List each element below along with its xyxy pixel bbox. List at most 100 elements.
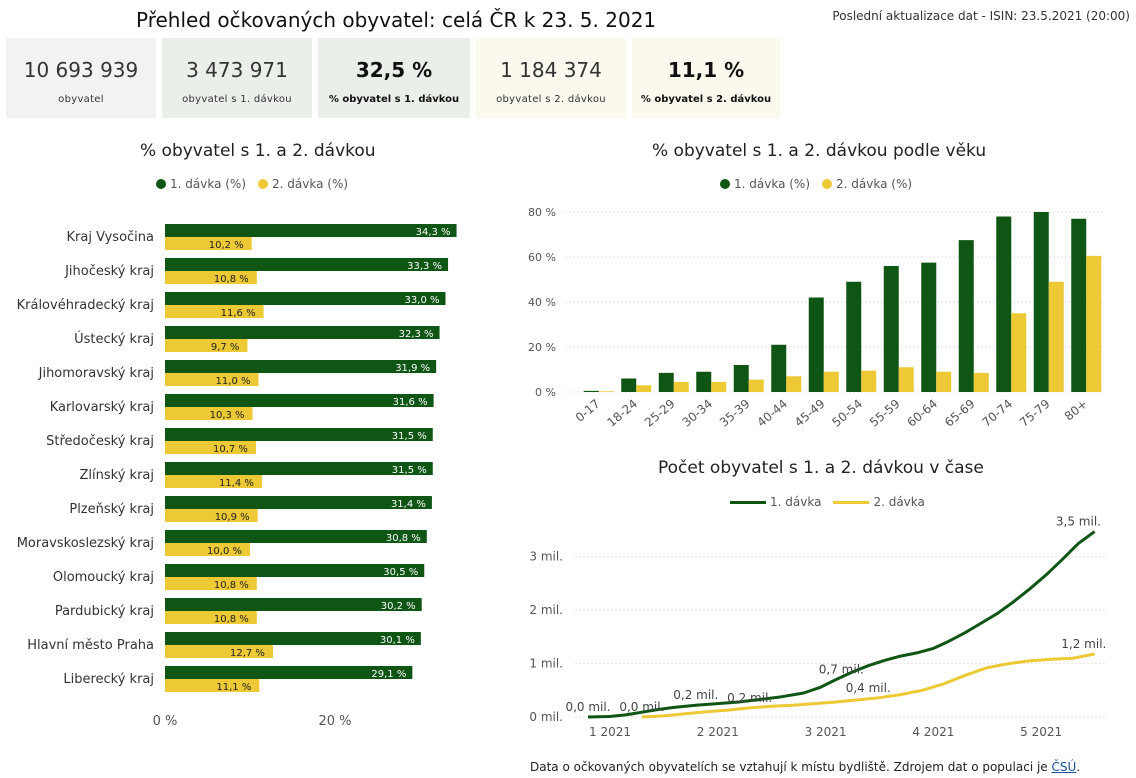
- bar-dose2: [165, 373, 259, 386]
- bar-dose1: [996, 216, 1012, 392]
- data-label-dose2: 10,2 %: [209, 240, 244, 251]
- region-label: Jihočeský kraj: [64, 264, 154, 279]
- data-label-dose1: 31,5 %: [392, 465, 427, 476]
- bar-dose1: [165, 224, 457, 237]
- region-chart-title: % obyvatel s 1. a 2. dávkou: [140, 141, 376, 161]
- kpi-label: obyvatel: [58, 94, 104, 105]
- bar-dose1: [883, 266, 899, 392]
- kpi-label: obyvatel s 2. dávkou: [496, 94, 606, 105]
- y-tick-label: 0 %: [535, 386, 556, 399]
- x-tick-label: 20 %: [318, 714, 351, 729]
- data-label: 0,7 mil.: [819, 663, 864, 677]
- bar-dose1: [165, 292, 446, 305]
- bar-dose2: [165, 271, 257, 284]
- bar-dose1: [846, 281, 862, 392]
- data-label-dose2: 10,8 %: [214, 614, 249, 625]
- data-label-dose1: 31,6 %: [393, 397, 428, 408]
- bar-dose1: [771, 344, 787, 392]
- data-label-dose1: 32,3 %: [399, 329, 434, 340]
- data-label-dose2: 10,3 %: [210, 410, 245, 421]
- legend-label-dose2: 2. dávka (%): [272, 177, 349, 191]
- bar-dose1: [165, 632, 421, 645]
- data-label-dose2: 11,6 %: [221, 308, 256, 319]
- bar-dose2: [165, 645, 273, 658]
- kpi-value: 1 184 374: [500, 58, 602, 82]
- region-label: Plzeňský kraj: [69, 502, 154, 517]
- data-label-dose2: 10,0 %: [207, 546, 242, 557]
- bar-dose2: [748, 379, 764, 392]
- legend-item-dose1[interactable]: 1. dávka (%): [156, 177, 246, 191]
- last-update-text: Poslední aktualizace dat - ISIN: 23.5.20…: [832, 9, 1130, 23]
- data-label: 3,5 mil.: [1056, 515, 1101, 529]
- bar-dose1: [733, 365, 749, 392]
- y-tick-label: 2 mil.: [529, 603, 563, 617]
- bar-dose2: [165, 543, 250, 556]
- bar-dose2: [711, 381, 727, 392]
- data-label-dose1: 31,4 %: [391, 499, 426, 510]
- data-label-dose2: 11,0 %: [216, 376, 251, 387]
- line-dose1: [587, 530, 1096, 719]
- kpi-card-dose2-count: 1 184 374 obyvatel s 2. dávkou: [476, 38, 626, 118]
- kpi-card-dose2-percent: 11,1 % % obyvatel s 2. dávkou: [632, 38, 780, 118]
- bar-dose1: [165, 530, 427, 543]
- bar-dose1: [165, 666, 413, 679]
- data-label: 0,0 mil.: [619, 700, 664, 714]
- bar-dose1: [583, 390, 599, 392]
- legend-item-line2[interactable]: 2. dávka: [833, 495, 925, 509]
- data-label-dose2: 10,8 %: [214, 580, 249, 591]
- bar-dose1: [808, 297, 824, 392]
- data-label-dose1: 31,5 %: [392, 431, 427, 442]
- data-label-dose1: 33,0 %: [405, 295, 440, 306]
- age-bar-chart: 0 %20 %40 %60 %80 %0-17 18-24 25-29 30-34 35…: [528, 206, 1105, 430]
- data-label: 0,0 mil.: [565, 700, 610, 714]
- x-tick-label: 1 2021: [589, 725, 631, 739]
- kpi-card-population: 10 693 939 obyvatel: [6, 38, 156, 118]
- time-chart-legend: 1. dávka 2. dávka: [730, 495, 937, 509]
- y-tick-label: 1 mil.: [529, 657, 563, 671]
- data-label-dose2: 11,4 %: [219, 478, 254, 489]
- legend-item-dose1[interactable]: 1. dávka (%): [720, 177, 810, 191]
- bar-dose1: [1033, 212, 1049, 392]
- region-label: Moravskoslezský kraj: [17, 536, 154, 551]
- x-tick-label: 4 2021: [912, 725, 954, 739]
- region-label: Karlovarský kraj: [50, 400, 154, 415]
- data-label-dose1: 31,9 %: [395, 363, 430, 374]
- bar-dose2: [165, 305, 264, 318]
- data-label-dose1: 29,1 %: [371, 669, 406, 680]
- data-label: 0,4 mil.: [846, 681, 891, 695]
- region-label: Jihomoravský kraj: [38, 366, 154, 381]
- bar-dose2: [636, 385, 652, 392]
- csu-link[interactable]: ČSÚ: [1051, 760, 1077, 774]
- bar-dose1: [165, 360, 437, 373]
- legend-swatch-dose1: [156, 179, 166, 189]
- bar-dose1: [958, 240, 974, 392]
- legend-swatch-dose1: [720, 179, 730, 189]
- kpi-value: 10 693 939: [23, 58, 139, 82]
- kpi-label: obyvatel s 1. dávkou: [182, 94, 292, 105]
- y-tick-label: 40 %: [528, 296, 556, 309]
- bar-dose2: [165, 611, 257, 624]
- y-tick-label: 3 mil.: [529, 550, 563, 564]
- data-label-dose1: 34,3 %: [416, 227, 451, 238]
- region-label: Olomoucký kraj: [53, 570, 154, 585]
- bar-dose1: [165, 564, 425, 577]
- bar-dose2: [898, 367, 914, 392]
- bar-dose1: [165, 258, 449, 271]
- kpi-value: 32,5 %: [355, 58, 433, 82]
- bar-dose1: [696, 371, 712, 392]
- bar-dose1: [165, 394, 434, 407]
- bar-dose2: [786, 376, 802, 392]
- legend-item-dose2[interactable]: 2. dávka (%): [258, 177, 348, 191]
- legend-item-line1[interactable]: 1. dávka: [730, 495, 821, 509]
- data-label-dose2: 11,1 %: [216, 682, 251, 693]
- bar-dose2: [823, 371, 839, 392]
- footer-end: .: [1076, 760, 1081, 774]
- kpi-card-dose1-percent: 32,5 % % obyvatel s 1. dávkou: [318, 38, 470, 118]
- kpi-value: 3 473 971: [186, 58, 288, 82]
- data-label-dose1: 30,2 %: [381, 601, 416, 612]
- bar-dose1: [921, 262, 937, 392]
- region-label: Ústecký kraj: [74, 331, 154, 347]
- legend-item-dose2[interactable]: 2. dávka (%): [822, 177, 912, 191]
- region-label: Středočeský kraj: [46, 434, 154, 449]
- legend-swatch-line2: [833, 500, 870, 504]
